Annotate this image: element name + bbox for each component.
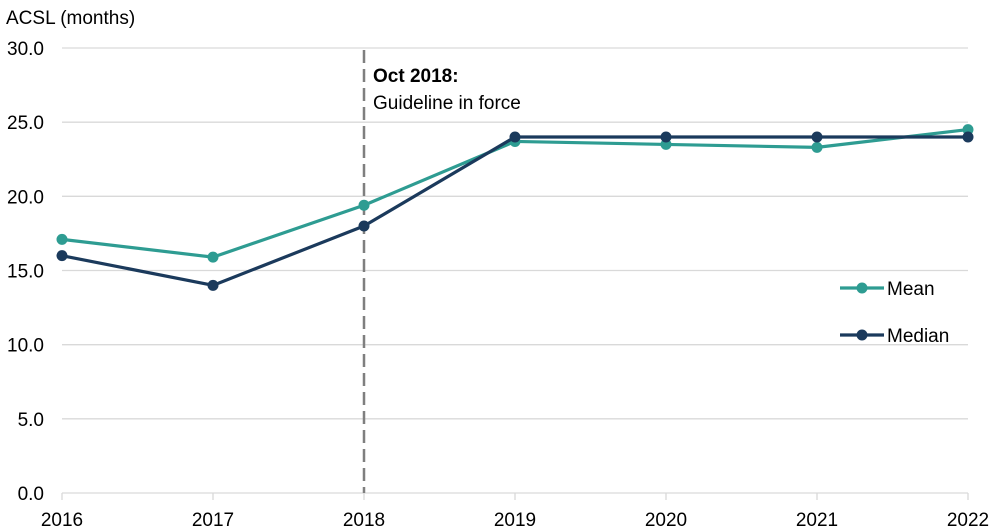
legend-mean-label: Mean	[887, 279, 935, 300]
y-tick-label: 10.0	[7, 336, 44, 357]
annotation-title: Oct 2018:	[373, 66, 459, 87]
x-tick-label: 2016	[41, 510, 83, 531]
y-tick-labels: 0.0 5.0 10.0 15.0 20.0 25.0 30.0	[7, 39, 44, 505]
y-tick-label: 20.0	[7, 187, 44, 208]
median-point	[962, 131, 974, 143]
median-line	[61, 135, 968, 287]
x-tick-labels: 2016 2017 2018 2019 2020 2021 2022	[41, 493, 989, 531]
annotation-text: Guideline in force	[373, 93, 521, 114]
legend-median-marker	[856, 329, 868, 341]
median-point	[660, 131, 672, 143]
x-tick-label: 2019	[494, 510, 536, 531]
median-point	[811, 131, 823, 143]
mean-point	[56, 233, 68, 245]
y-axis-label: ACSL (months)	[6, 8, 135, 29]
y-tick-label: 25.0	[7, 113, 44, 134]
legend-median-label: Median	[887, 326, 949, 347]
median-point	[207, 279, 219, 291]
median-point	[358, 220, 370, 232]
x-tick-label: 2020	[645, 510, 687, 531]
x-tick-label: 2017	[192, 510, 234, 531]
mean-line	[61, 127, 969, 259]
mean-point	[811, 141, 823, 153]
legend: Mean Median	[840, 279, 949, 347]
gridlines	[62, 47, 968, 494]
legend-mean-marker	[856, 282, 868, 294]
mean-point	[358, 199, 370, 211]
mean-point	[207, 251, 219, 263]
x-tick-label: 2018	[343, 510, 385, 531]
median-point	[56, 250, 68, 262]
median-point	[509, 131, 521, 143]
annotation: Oct 2018: Guideline in force	[362, 50, 521, 493]
y-tick-label: 0.0	[18, 484, 44, 505]
x-tick-label: 2022	[947, 510, 989, 531]
y-tick-label: 30.0	[7, 39, 44, 60]
y-tick-label: 5.0	[18, 410, 44, 431]
x-tick-label: 2021	[796, 510, 838, 531]
series-lines	[56, 124, 974, 291]
y-tick-label: 15.0	[7, 262, 44, 283]
